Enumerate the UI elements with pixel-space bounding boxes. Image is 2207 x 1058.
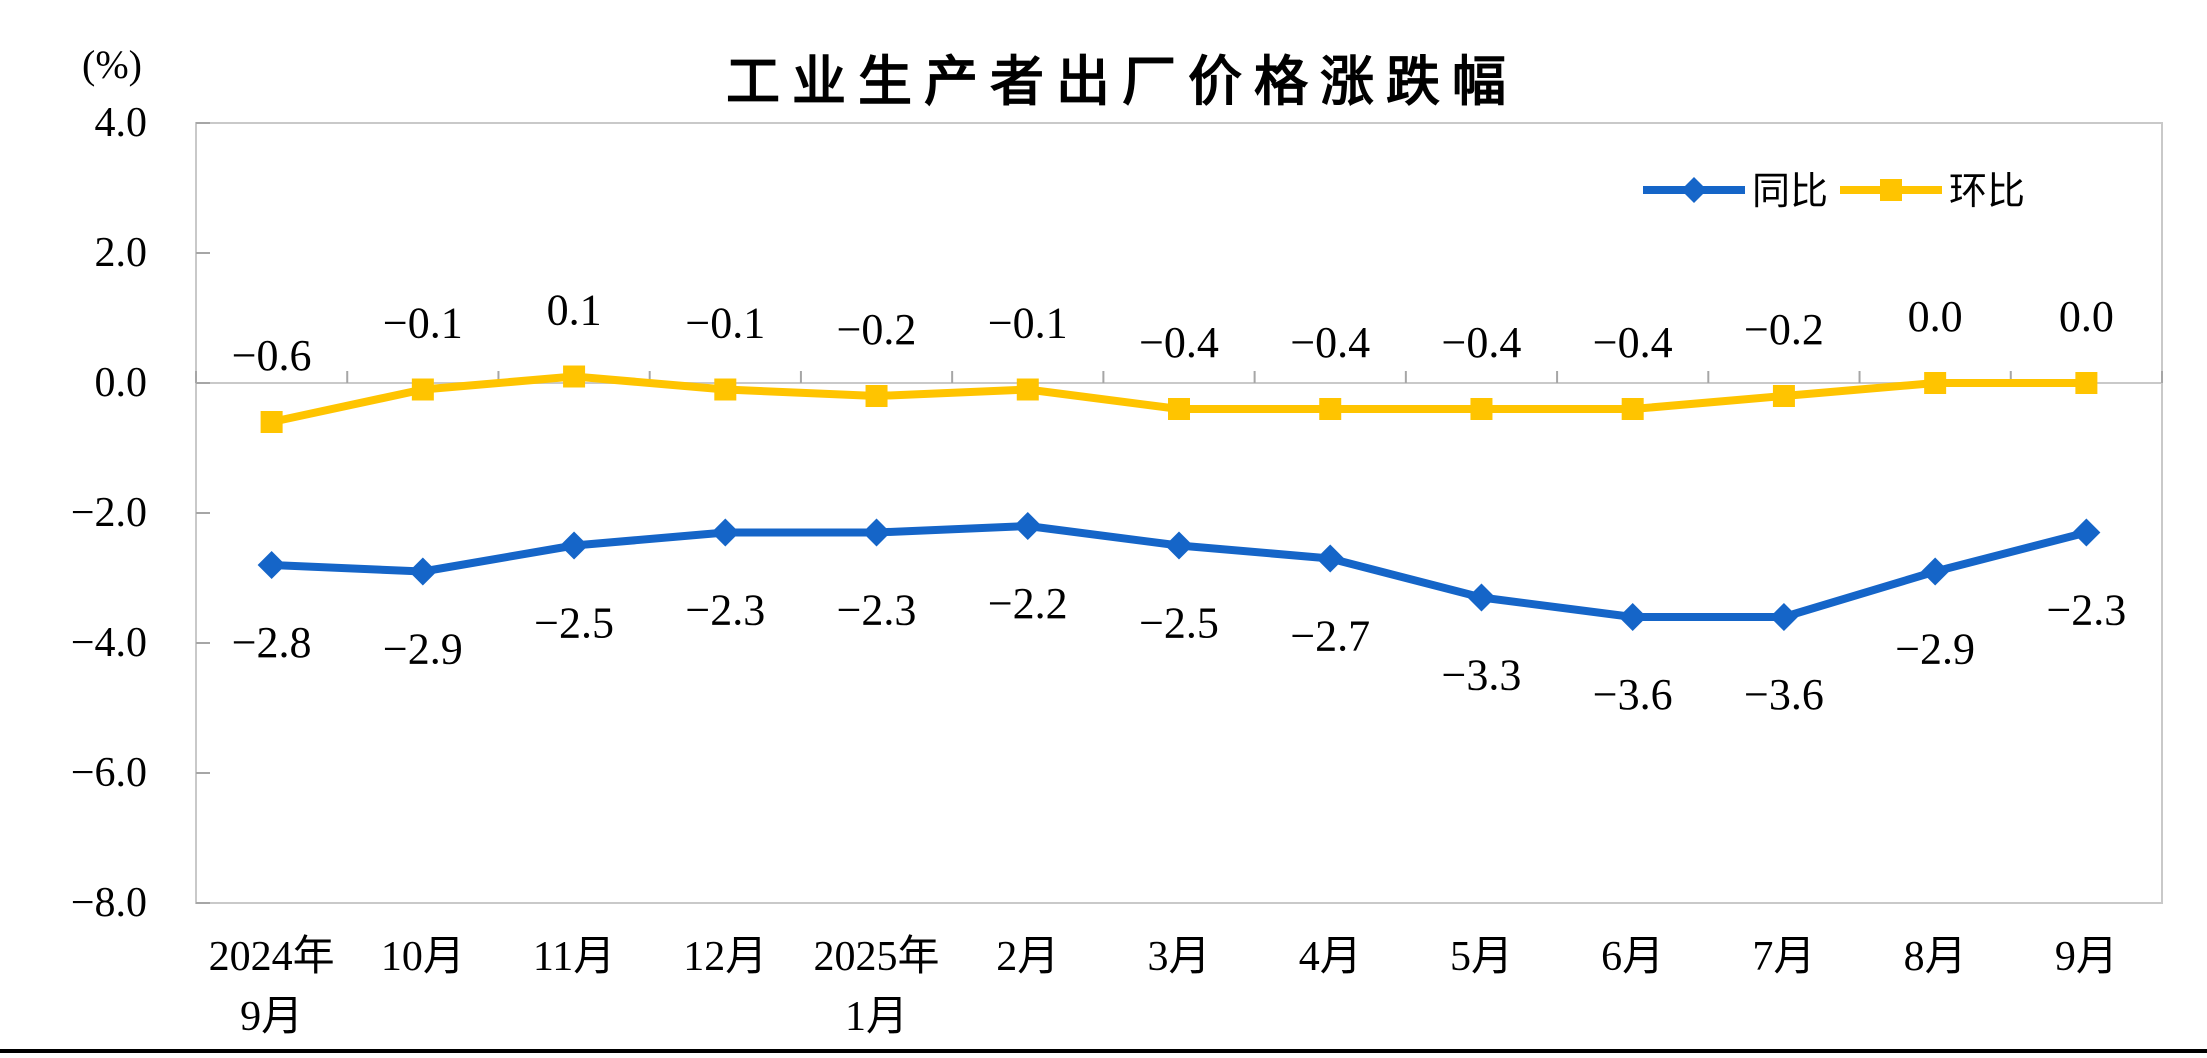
yoy-data-label: −2.2	[988, 579, 1068, 628]
mom-marker-square-icon	[411, 378, 434, 401]
legend-label-mom: 环比	[1949, 171, 2025, 213]
yoy-data-label: −2.9	[383, 625, 463, 674]
yoy-marker-diamond-icon	[257, 551, 286, 579]
series-mom	[260, 365, 2098, 433]
legend: 同比 环比	[1643, 171, 2025, 213]
y-axis-label: 2.0	[95, 230, 148, 276]
x-axis-label: 10月	[381, 934, 465, 980]
mom-data-label: −0.4	[1442, 318, 1522, 367]
x-axis-label: 12月	[683, 934, 767, 980]
legend-label-yoy: 同比	[1752, 171, 1828, 213]
x-axis-label: 2024年	[209, 933, 335, 980]
yoy-data-label: −2.8	[232, 618, 312, 667]
yoy-marker-diamond-icon	[1013, 512, 1042, 540]
yoy-marker-diamond-icon	[1165, 531, 1193, 560]
mom-marker-square-icon	[1621, 398, 1644, 420]
x-axis-label: 3月	[1147, 934, 1210, 980]
mom-marker-square-icon	[2075, 372, 2098, 394]
y-axis-label: −2.0	[71, 490, 147, 536]
x-axis-label: 2月	[996, 934, 1059, 980]
mom-marker-square-icon	[1319, 398, 1342, 420]
mom-marker-square-icon	[714, 378, 737, 401]
x-axis-label: 9月	[240, 994, 303, 1040]
mom-marker-square-icon	[563, 365, 586, 388]
mom-data-label: −0.1	[685, 299, 765, 348]
yoy-marker-diamond-icon	[560, 531, 589, 560]
x-axis-label: 1月	[845, 994, 908, 1040]
mom-data-label: −0.6	[232, 331, 312, 380]
mom-data-label: −0.1	[383, 299, 463, 348]
legend-item-mom: 环比	[1840, 171, 2025, 213]
yoy-data-label: −3.6	[1593, 670, 1673, 719]
yoy-marker-diamond-icon	[711, 518, 740, 547]
y-axis-label: −6.0	[71, 750, 147, 796]
yoy-marker-diamond-icon	[1769, 603, 1798, 631]
x-axis-label: 2025年	[814, 933, 940, 980]
mom-marker-square-icon	[260, 411, 283, 433]
yoy-data-label: −2.9	[1895, 625, 1975, 674]
mom-marker-square-icon	[1016, 378, 1039, 401]
yoy-marker-diamond-icon	[1921, 557, 1950, 586]
chart-title: 工业生产者出厂价格涨跌幅	[726, 52, 1518, 112]
yoy-marker-diamond-icon	[862, 518, 891, 547]
x-axis-label: 4月	[1299, 934, 1362, 980]
yoy-data-label: −2.5	[534, 599, 614, 648]
mom-data-label: −0.4	[1290, 318, 1370, 367]
series-yoy	[257, 512, 2101, 631]
y-axis-label: 0.0	[95, 360, 148, 406]
series-layer	[257, 365, 2101, 631]
x-axis-label: 11月	[533, 934, 615, 980]
mom-data-label: −0.2	[1744, 305, 1824, 354]
y-axis-label: −8.0	[71, 880, 147, 926]
mom-data-label: −0.4	[1139, 318, 1219, 367]
mom-data-label: −0.1	[988, 299, 1068, 348]
yoy-data-label: −2.5	[1139, 599, 1219, 648]
x-axis-label: 5月	[1450, 934, 1513, 980]
data-labels-layer: −2.8 −2.9 −2.5 −2.3 −2.3 −2.2 −2.5 −2.7 −3.3 −3.6…	[232, 286, 2127, 720]
yoy-marker-diamond-icon	[1316, 544, 1345, 573]
diamond-icon	[1681, 177, 1707, 203]
mom-marker-square-icon	[1924, 372, 1947, 394]
x-axis-label: 9月	[2055, 934, 2118, 980]
x-axis-label: 8月	[1904, 934, 1967, 980]
mom-marker-square-icon	[1168, 398, 1190, 420]
y-axis-unit: (%)	[82, 42, 142, 87]
x-axis-label: 6月	[1601, 934, 1664, 980]
yoy-data-label: −2.3	[685, 586, 765, 635]
yoy-data-label: −3.6	[1744, 670, 1824, 719]
y-axis-label: 4.0	[95, 100, 148, 146]
mom-marker-square-icon	[1772, 385, 1795, 407]
yoy-data-label: −2.3	[2046, 586, 2126, 635]
y-axis-label: −4.0	[71, 620, 147, 666]
yoy-marker-diamond-icon	[408, 557, 437, 586]
mom-data-label: −0.2	[837, 305, 917, 354]
yoy-marker-diamond-icon	[1618, 603, 1647, 631]
legend-item-yoy: 同比	[1643, 171, 1828, 213]
mom-marker-square-icon	[1470, 398, 1493, 420]
mom-data-label: 0.1	[547, 286, 602, 335]
mom-data-label: 0.0	[1908, 292, 1963, 341]
x-axis-label: 7月	[1752, 934, 1815, 980]
yoy-data-label: −2.3	[837, 586, 917, 635]
plot-border	[195, 122, 2163, 904]
axes-layer: 4.0 2.0 0.0 −2.0 −4.0 −6.0 −8.0 2024年 9月 10月 11月 12…	[71, 100, 2163, 1040]
yoy-marker-diamond-icon	[1467, 583, 1496, 612]
yoy-data-label: −3.3	[1442, 651, 1522, 700]
bottom-divider	[0, 1049, 2207, 1053]
mom-data-label: −0.4	[1593, 318, 1673, 367]
mom-marker-square-icon	[865, 385, 888, 407]
yoy-marker-diamond-icon	[2072, 518, 2101, 547]
yoy-data-label: −2.7	[1290, 612, 1370, 661]
square-icon	[1880, 179, 1902, 201]
mom-data-label: 0.0	[2059, 292, 2114, 341]
